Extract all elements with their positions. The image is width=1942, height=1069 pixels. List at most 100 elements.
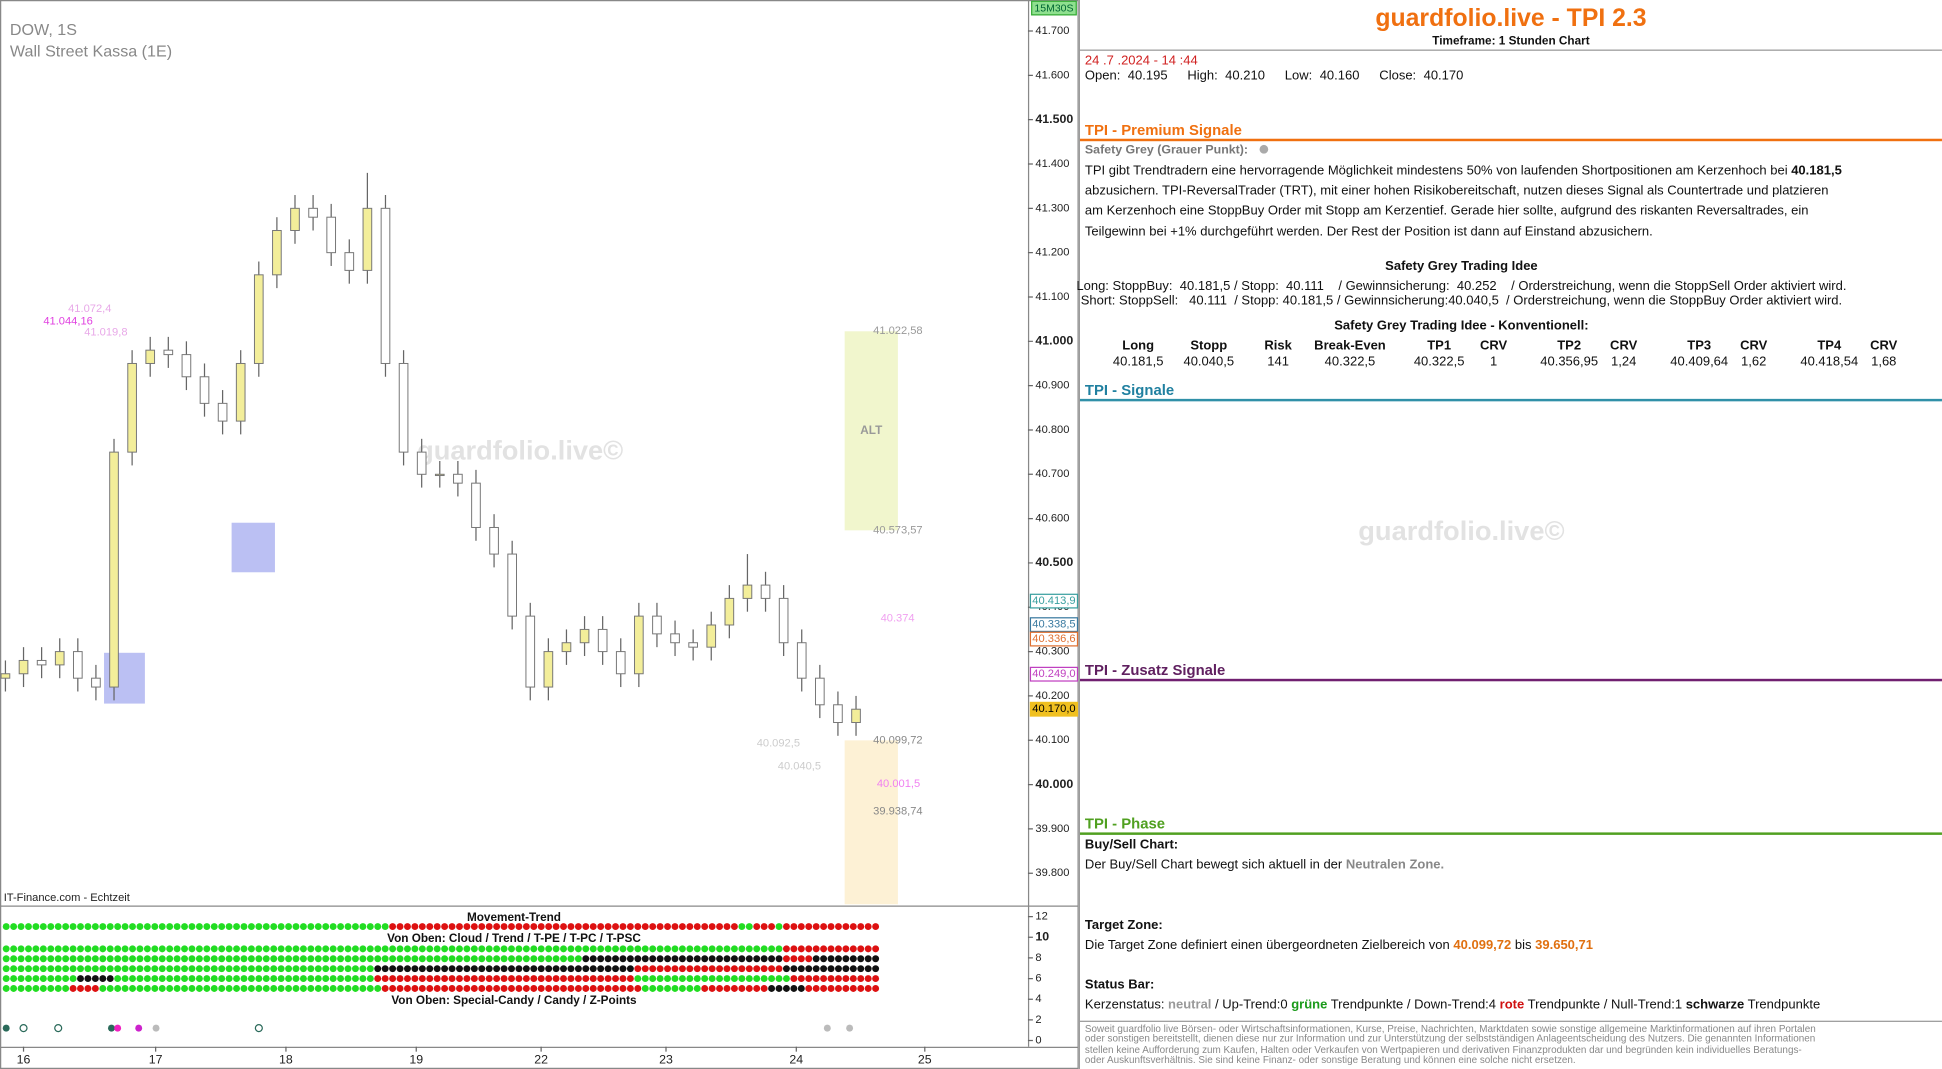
trend-dot	[344, 955, 352, 963]
trend-dot	[760, 923, 768, 931]
trend-dot	[656, 955, 664, 963]
y-tick-label: 41.400	[1035, 158, 1069, 170]
trend-dot	[374, 965, 382, 973]
trend-dot	[612, 955, 620, 963]
trend-dot	[664, 955, 672, 963]
trend-dot	[738, 955, 746, 963]
trend-dot	[745, 985, 753, 992]
trend-dot	[597, 975, 605, 983]
trend-dot	[99, 965, 107, 973]
trend-dot	[849, 955, 857, 963]
trend-dot	[17, 975, 25, 983]
trend-dot	[634, 975, 642, 983]
trend-dot	[225, 955, 233, 963]
y-tick-label: 41.300	[1035, 202, 1069, 214]
trend-dot	[812, 965, 820, 973]
level-label: 40.374	[881, 613, 915, 625]
trend-dot	[426, 923, 434, 931]
trend-dot	[381, 945, 389, 953]
trend-dot	[864, 955, 872, 963]
trend-dot	[545, 923, 553, 931]
trend-dot	[716, 985, 724, 992]
trend-dot	[872, 975, 880, 983]
text: TPI gibt Trendtradern eine hervorragende…	[1084, 163, 1788, 179]
trend-dot	[805, 975, 813, 983]
trend-dot	[664, 945, 672, 953]
trend-dot	[515, 965, 523, 973]
trend-dot	[344, 985, 352, 992]
trend-dot	[582, 923, 590, 931]
table-cell: 40.322,5	[1324, 354, 1376, 370]
trend-dot	[151, 923, 159, 931]
trend-dot	[418, 945, 426, 953]
trend-dot	[753, 985, 761, 992]
trend-dot	[158, 975, 166, 983]
trend-dot	[433, 955, 441, 963]
trend-dot	[270, 965, 278, 973]
trend-dot	[760, 975, 768, 983]
text: Trendpunkte	[1747, 997, 1821, 1013]
x-tick-label: 23	[659, 1053, 673, 1067]
candle-body	[217, 402, 228, 422]
trend-dot	[723, 985, 731, 992]
trend-dot	[292, 965, 300, 973]
trend-dot	[552, 923, 560, 931]
candle-body	[652, 615, 662, 635]
trend-dot	[738, 985, 746, 992]
trend-dot	[730, 955, 738, 963]
idea-line: Long: StoppBuy: 40.181,5 / Stopp: 40.111…	[1076, 278, 1847, 294]
trend-dot	[322, 975, 330, 983]
trend-dot	[277, 923, 285, 931]
table-header: TP4	[1817, 338, 1842, 354]
x-tick-label: 24	[789, 1053, 803, 1067]
trend-dot	[255, 985, 263, 992]
trend-dot	[485, 985, 493, 992]
trend-dot	[678, 965, 686, 973]
trend-dot	[411, 985, 419, 992]
trend-dot	[389, 923, 397, 931]
trend-dot	[834, 965, 842, 973]
trend-dot	[225, 975, 233, 983]
trend-dot	[485, 945, 493, 953]
trend-dot	[285, 975, 293, 983]
trend-dot	[508, 975, 515, 983]
trend-dot	[753, 955, 761, 963]
trend-dot	[240, 985, 248, 992]
trend-dot	[872, 985, 880, 992]
chart: guardfolio.live© DOW, 1S Wall Street Kas…	[0, 0, 1079, 1069]
trend-dot	[62, 955, 70, 963]
trend-dot	[17, 985, 25, 992]
trend-dot	[136, 945, 144, 953]
trend-dot	[233, 975, 241, 983]
candle-body	[742, 584, 753, 599]
trend-dot	[195, 955, 203, 963]
section-title: TPI - Zusatz Signale	[1084, 661, 1226, 679]
trend-dot	[337, 955, 345, 963]
trend-dot	[537, 985, 545, 992]
trend-dot	[441, 965, 449, 973]
disclaimer: Soweit guardfolio live Börsen- oder Wirt…	[1084, 1023, 1816, 1066]
trend-dot	[760, 945, 768, 953]
trend-dot	[143, 985, 151, 992]
trend-dot	[210, 945, 218, 953]
trend-dot	[485, 955, 493, 963]
trend-dot	[151, 955, 159, 963]
y-tick-label: 2	[1035, 1014, 1041, 1026]
trend-dot	[84, 965, 92, 973]
y-tick-label: 40.800	[1035, 424, 1069, 436]
trend-dot	[247, 975, 255, 983]
trend-dot	[203, 985, 211, 992]
trend-dot	[515, 955, 523, 963]
indicator-title: Movement-Trend	[467, 911, 561, 924]
chart-frame	[0, 0, 1079, 1069]
trend-dot	[820, 923, 828, 931]
y-tick-label: 39.800	[1035, 867, 1069, 879]
table-cell: 1,68	[1871, 354, 1897, 370]
trend-dot	[203, 975, 211, 983]
trend-dot	[322, 955, 330, 963]
trend-dot	[329, 923, 337, 931]
trend-dot	[285, 955, 293, 963]
trend-dot	[433, 965, 441, 973]
trend-dot	[842, 955, 850, 963]
trend-dot	[69, 945, 77, 953]
